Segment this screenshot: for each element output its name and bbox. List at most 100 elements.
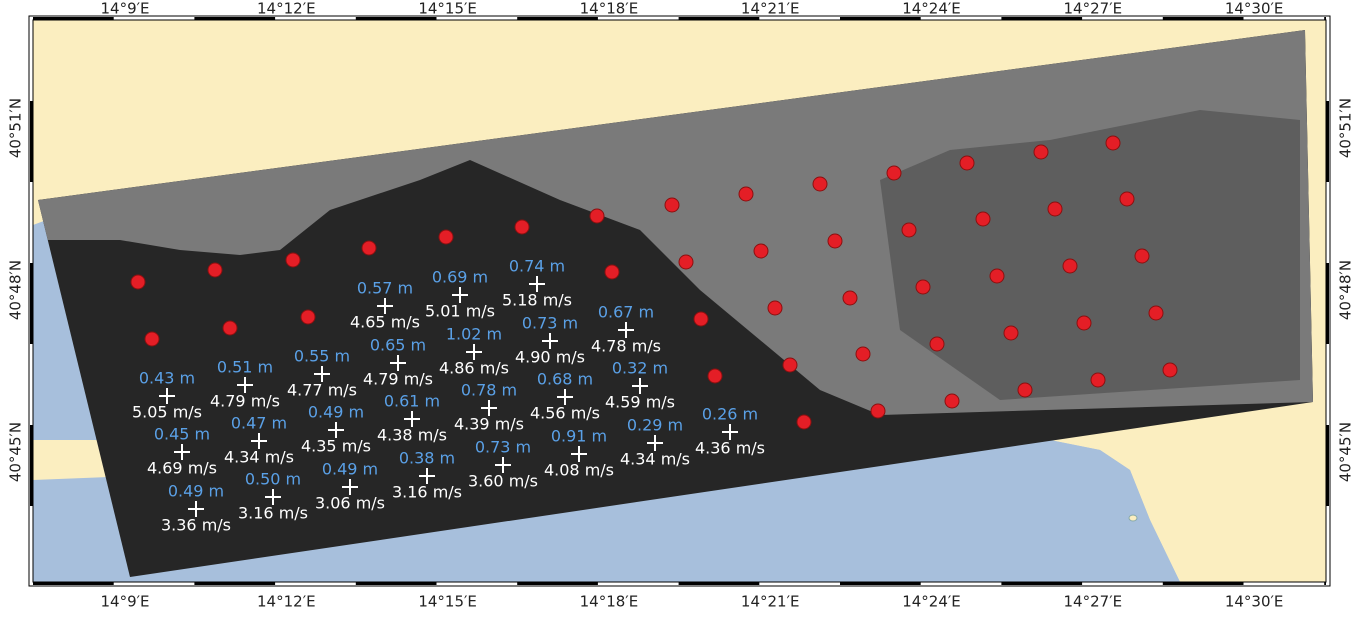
lon-label: 14°21′E bbox=[741, 593, 800, 611]
station bbox=[679, 255, 693, 269]
lat-label: 40°48′N bbox=[7, 260, 25, 320]
wave-height: 0.38 m bbox=[399, 449, 455, 468]
wave-height: 0.74 m bbox=[509, 257, 565, 276]
lon-label: 14°15′E bbox=[418, 593, 477, 611]
wind-speed: 4.36 m/s bbox=[695, 439, 765, 458]
wind-speed: 4.34 m/s bbox=[620, 450, 690, 469]
station bbox=[1149, 306, 1163, 320]
station bbox=[1077, 316, 1091, 330]
station bbox=[887, 166, 901, 180]
border-segment bbox=[1324, 582, 1326, 585]
station bbox=[1063, 259, 1077, 273]
wind-speed: 4.35 m/s bbox=[301, 437, 371, 456]
wind-speed: 5.05 m/s bbox=[132, 403, 202, 422]
wave-height: 0.69 m bbox=[432, 268, 488, 287]
wind-speed: 4.77 m/s bbox=[287, 381, 357, 400]
lon-label: 14°24′E bbox=[902, 0, 961, 18]
border-segment bbox=[194, 582, 275, 585]
lon-label: 14°9′E bbox=[100, 0, 149, 18]
station bbox=[828, 234, 842, 248]
station bbox=[1018, 383, 1032, 397]
border-segment bbox=[1324, 17, 1326, 20]
station bbox=[145, 332, 159, 346]
wind-speed: 4.86 m/s bbox=[439, 359, 509, 378]
wind-speed: 4.08 m/s bbox=[544, 461, 614, 480]
station bbox=[605, 265, 619, 279]
station bbox=[208, 263, 222, 277]
lon-label: 14°12′E bbox=[257, 593, 316, 611]
lat-label: 40°45′N bbox=[7, 422, 25, 482]
border-segment bbox=[30, 425, 33, 506]
lon-label: 14°15′E bbox=[418, 0, 477, 18]
wind-speed: 3.06 m/s bbox=[315, 494, 385, 513]
station bbox=[665, 198, 679, 212]
lon-label: 14°12′E bbox=[257, 0, 316, 18]
wave-height: 0.91 m bbox=[551, 427, 607, 446]
border-segment bbox=[356, 582, 437, 585]
border-segment bbox=[517, 582, 598, 585]
wave-height: 0.55 m bbox=[294, 347, 350, 366]
wave-height: 0.49 m bbox=[322, 460, 378, 479]
lat-label: 40°51′N bbox=[7, 98, 25, 158]
wind-speed: 5.18 m/s bbox=[502, 291, 572, 310]
station bbox=[131, 275, 145, 289]
lon-label: 14°30′E bbox=[1225, 0, 1284, 18]
station bbox=[797, 415, 811, 429]
station bbox=[902, 223, 916, 237]
station bbox=[694, 312, 708, 326]
wave-height: 0.50 m bbox=[245, 470, 301, 489]
lon-label: 14°9′E bbox=[100, 593, 149, 611]
station bbox=[1004, 326, 1018, 340]
station bbox=[843, 291, 857, 305]
lon-label: 14°30′E bbox=[1225, 593, 1284, 611]
station bbox=[768, 301, 782, 315]
station bbox=[439, 230, 453, 244]
station bbox=[960, 156, 974, 170]
border-segment bbox=[1326, 263, 1329, 344]
wind-speed: 3.16 m/s bbox=[238, 504, 308, 523]
station bbox=[590, 209, 604, 223]
lat-label: 40°51′N bbox=[1337, 98, 1355, 158]
wave-height: 0.78 m bbox=[461, 381, 517, 400]
border-segment bbox=[30, 263, 33, 344]
wave-height: 0.49 m bbox=[308, 403, 364, 422]
lon-label: 14°27′E bbox=[1064, 593, 1123, 611]
border-segment bbox=[840, 582, 921, 585]
wind-speed: 4.38 m/s bbox=[377, 426, 447, 445]
wind-speed: 3.36 m/s bbox=[161, 516, 231, 535]
wind-speed: 4.79 m/s bbox=[363, 370, 433, 389]
wave-height: 0.29 m bbox=[627, 416, 683, 435]
border-segment bbox=[1326, 425, 1329, 506]
station bbox=[739, 187, 753, 201]
station bbox=[1120, 192, 1134, 206]
station bbox=[515, 220, 529, 234]
lon-label: 14°24′E bbox=[902, 593, 961, 611]
station bbox=[1135, 249, 1149, 263]
border-segment bbox=[33, 582, 114, 585]
wind-speed: 4.79 m/s bbox=[210, 392, 280, 411]
wave-height: 0.49 m bbox=[168, 482, 224, 501]
station bbox=[1048, 202, 1062, 216]
volcano-area bbox=[880, 110, 1300, 400]
wave-height: 0.68 m bbox=[537, 370, 593, 389]
border-segment bbox=[1001, 582, 1082, 585]
map: 14°9′E 14°9′E 14°12′E 14°12′E 14°15′E 14°15′E… bbox=[0, 0, 1364, 615]
station bbox=[286, 253, 300, 267]
border-segment bbox=[1326, 101, 1329, 182]
wave-height: 0.51 m bbox=[217, 358, 273, 377]
wind-speed: 4.39 m/s bbox=[454, 415, 524, 434]
station bbox=[1106, 136, 1120, 150]
wave-height: 1.02 m bbox=[446, 325, 502, 344]
border-segment bbox=[679, 582, 760, 585]
station bbox=[362, 241, 376, 255]
wave-height: 0.32 m bbox=[612, 359, 668, 378]
lon-label: 14°27′E bbox=[1064, 0, 1123, 18]
station bbox=[990, 269, 1004, 283]
station bbox=[783, 358, 797, 372]
station bbox=[223, 321, 237, 335]
wave-height: 0.65 m bbox=[370, 336, 426, 355]
lat-label: 40°45′N bbox=[1337, 422, 1355, 482]
wind-speed: 3.16 m/s bbox=[392, 483, 462, 502]
border-segment bbox=[30, 101, 33, 182]
lon-label: 14°21′E bbox=[741, 0, 800, 18]
